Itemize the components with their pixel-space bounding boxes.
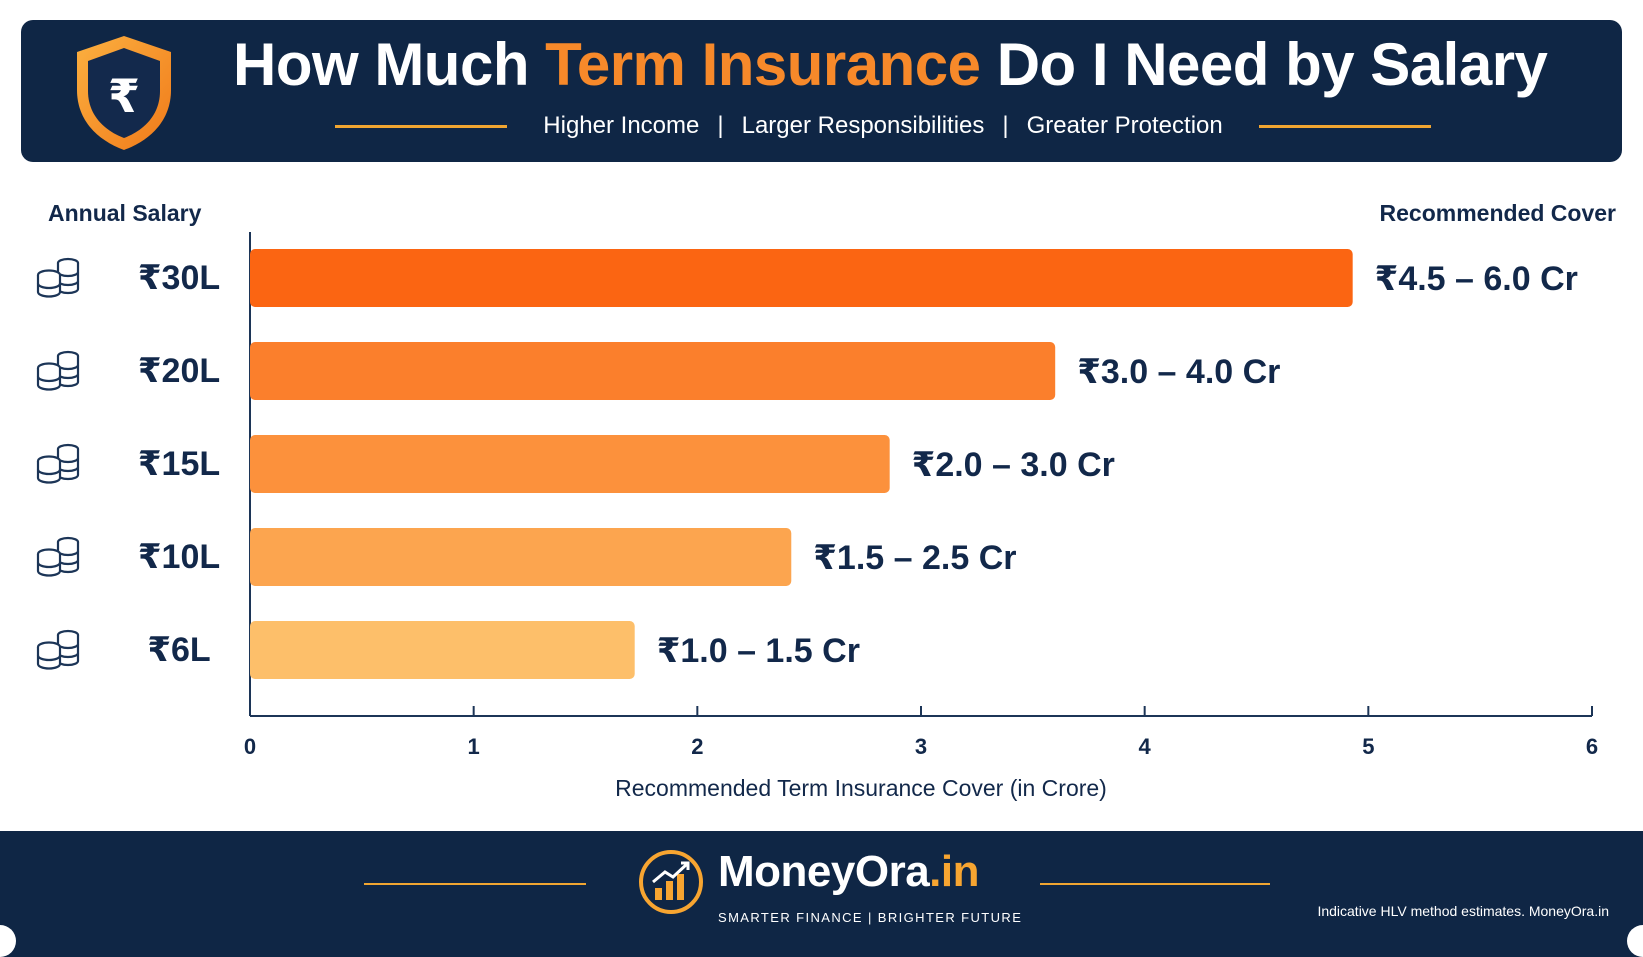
subtitle-separator: | bbox=[1002, 112, 1009, 139]
subtitle-item-protection: Greater Protection bbox=[1026, 112, 1223, 139]
subtitle-left-rule bbox=[335, 124, 508, 128]
bar bbox=[250, 342, 1056, 400]
salary-label: ₹15L bbox=[137, 445, 221, 483]
salary-label: ₹20L bbox=[137, 352, 221, 390]
salary-row: ₹30L bbox=[34, 248, 220, 308]
bar-value-label: ₹2.0 – 3.0 Cr bbox=[912, 446, 1115, 484]
salary-row: ₹15L bbox=[34, 434, 220, 494]
shield-rupee-icon: ₹ bbox=[77, 36, 171, 150]
subtitle-right-rule bbox=[1258, 124, 1431, 128]
brand-accent: .in bbox=[929, 847, 979, 896]
x-tick-label: 2 bbox=[691, 734, 703, 759]
bar-value-label: ₹1.0 – 1.5 Cr bbox=[657, 632, 860, 670]
shield-symbol: ₹ bbox=[108, 69, 140, 123]
salary-label: ₹10L bbox=[137, 538, 221, 576]
bar bbox=[250, 249, 1353, 307]
salary-row: ₹20L bbox=[34, 341, 220, 401]
bar-chart: ₹4.5 – 6.0 Cr ₹3.0 – 4.0 Cr ₹2.0 – 3.0 Cr ₹… bbox=[244, 232, 1598, 801]
brand-tagline: SMARTER FINANCE | BRIGHTER FUTURE bbox=[718, 910, 1023, 925]
subtitle: Higher Income | Larger Responsibilities … bbox=[233, 108, 1533, 144]
recommended-cover-header: Recommended Cover bbox=[1379, 200, 1616, 226]
x-tick-label: 1 bbox=[468, 734, 480, 759]
growth-chart-logo-icon bbox=[639, 850, 703, 914]
x-tick-label: 6 bbox=[1586, 734, 1598, 759]
x-tick-label: 0 bbox=[244, 734, 256, 759]
footer-note: Indicative HLV method estimates. MoneyOr… bbox=[1317, 903, 1609, 919]
footer-right-rule bbox=[1040, 883, 1270, 885]
title-accent: Term Insurance bbox=[545, 31, 981, 98]
subtitle-item-income: Higher Income bbox=[543, 112, 700, 139]
annual-salary-header: Annual Salary bbox=[48, 200, 202, 226]
brand-name: MoneyOra.in bbox=[718, 847, 979, 897]
salary-row: ₹6L bbox=[34, 620, 211, 680]
x-axis-label: Recommended Term Insurance Cover (in Cro… bbox=[615, 775, 1107, 801]
bar bbox=[250, 528, 792, 586]
x-tick-label: 5 bbox=[1362, 734, 1374, 759]
bar-value-label: ₹1.5 – 2.5 Cr bbox=[813, 539, 1016, 577]
footer: MoneyOra.in SMARTER FINANCE | BRIGHTER F… bbox=[0, 831, 1643, 957]
bar bbox=[250, 435, 890, 493]
footer-left-rule bbox=[364, 883, 586, 885]
bar bbox=[250, 621, 635, 679]
brand-main: MoneyOra bbox=[718, 847, 930, 896]
salary-label: ₹30L bbox=[137, 259, 221, 297]
title-part-1: How Much bbox=[233, 31, 546, 98]
corner-decoration bbox=[1627, 925, 1643, 957]
header-banner: ₹ How Much Term Insurance Do I Need by S… bbox=[21, 20, 1622, 162]
salary-row: ₹10L bbox=[34, 527, 220, 587]
subtitle-item-responsibilities: Larger Responsibilities bbox=[741, 112, 985, 139]
x-tick-label: 3 bbox=[915, 734, 927, 759]
subtitle-separator: | bbox=[717, 112, 724, 139]
corner-decoration bbox=[0, 925, 16, 957]
bar-value-label: ₹3.0 – 4.0 Cr bbox=[1077, 353, 1280, 391]
title-part-2: Do I Need by Salary bbox=[980, 31, 1548, 98]
page-title: How Much Term Insurance Do I Need by Sal… bbox=[233, 30, 1548, 99]
bar-value-label: ₹4.5 – 6.0 Cr bbox=[1375, 260, 1578, 298]
x-tick-label: 4 bbox=[1139, 734, 1152, 759]
salary-label: ₹6L bbox=[147, 631, 211, 669]
